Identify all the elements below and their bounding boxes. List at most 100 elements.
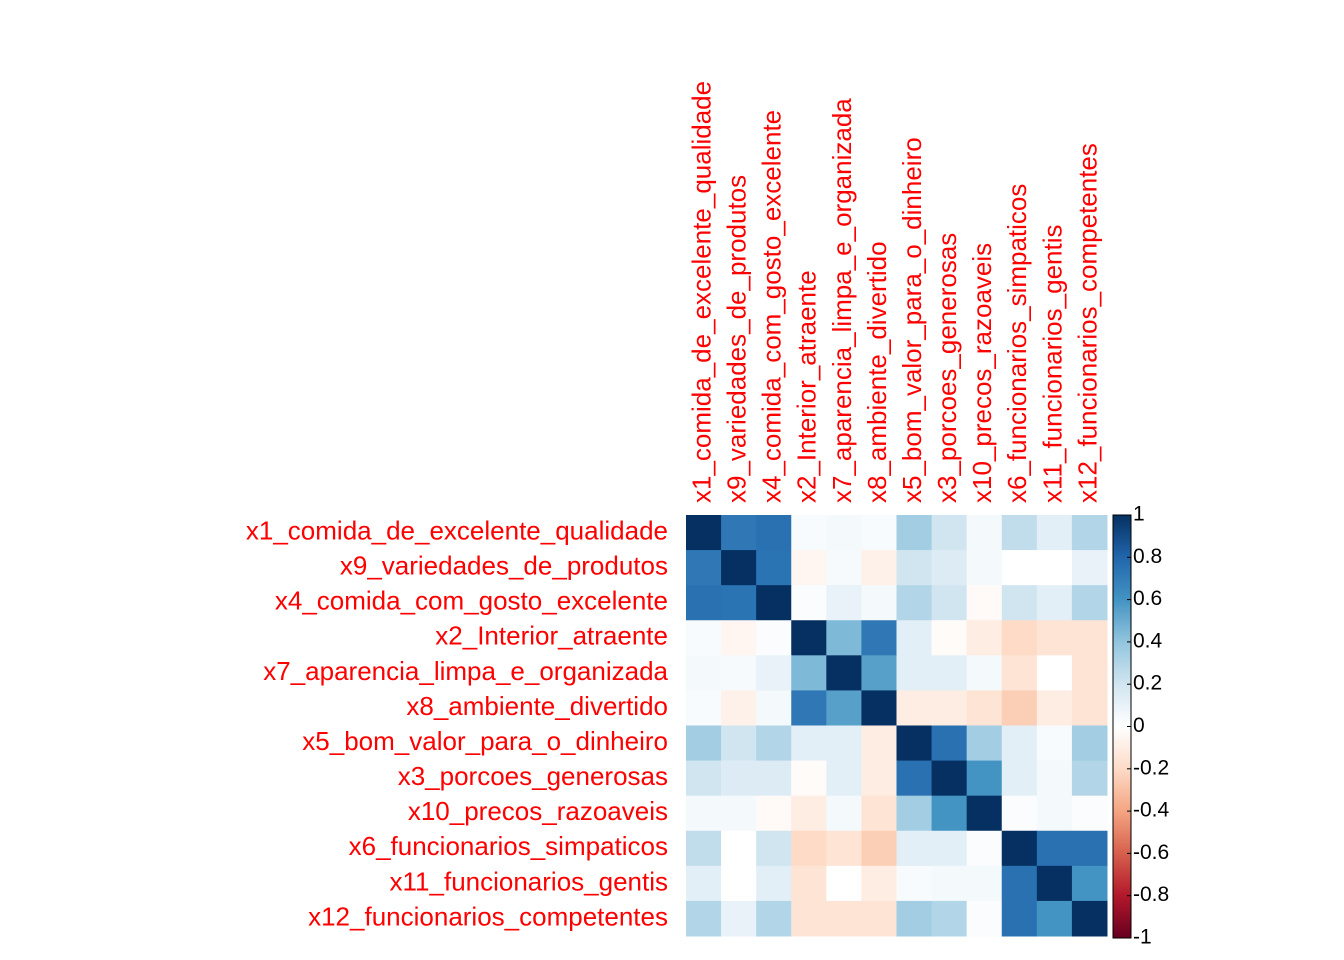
heatmap-cell: [756, 795, 792, 832]
heatmap-cell: [826, 620, 862, 656]
heatmap-cell: [896, 725, 933, 762]
heatmap-cell: [686, 760, 722, 797]
heatmap-cell: [826, 900, 862, 937]
heatmap-cell: [966, 865, 1003, 902]
heatmap-cell: [861, 900, 897, 937]
heatmap-cell: [1001, 760, 1038, 797]
heatmap-cell: [1001, 795, 1038, 832]
heatmap-cell: [721, 690, 757, 726]
heatmap-cell: [896, 865, 933, 902]
heatmap-cell: [791, 760, 827, 797]
row-label: x11_funcionarios_gentis: [390, 866, 668, 896]
heatmap-cell: [756, 550, 792, 586]
heatmap-cell: [931, 900, 968, 937]
heatmap-cell: [1001, 690, 1038, 726]
column-label: x3_porcoes_generosas: [932, 233, 962, 503]
heatmap-cell: [686, 655, 722, 691]
heatmap-cell: [896, 585, 933, 621]
heatmap-cell: [896, 655, 933, 691]
heatmap-cell: [966, 830, 1003, 867]
row-label: x1_comida_de_excelente_qualidade: [246, 515, 668, 545]
heatmap-cell: [1071, 725, 1108, 762]
heatmap-cell: [1036, 865, 1073, 902]
heatmap-cell: [931, 620, 968, 656]
heatmap-cell: [861, 795, 897, 832]
row-label: x10_precos_razoaveis: [408, 796, 668, 826]
heatmap-cell: [1036, 760, 1073, 797]
heatmap-cell: [1036, 830, 1073, 867]
color-bar-label: -0.4: [1133, 799, 1170, 822]
heatmap-cell: [1071, 865, 1108, 902]
color-bar-label: -1: [1133, 926, 1152, 949]
heatmap-cell: [721, 515, 757, 551]
heatmap-cell: [1001, 550, 1038, 586]
row-label: x2_Interior_atraente: [435, 621, 668, 651]
heatmap-cell: [791, 585, 827, 621]
heatmap-cell: [756, 725, 792, 762]
column-label: x8_ambiente_divertido: [862, 241, 892, 503]
heatmap-cell: [721, 900, 757, 937]
heatmap-cell: [1001, 620, 1038, 656]
row-label: x12_funcionarios_competentes: [308, 901, 668, 931]
heatmap-cell: [756, 620, 792, 656]
color-bar-label: 0.8: [1133, 545, 1162, 568]
heatmap-cell: [1071, 830, 1108, 867]
heatmap-cell: [1071, 515, 1108, 551]
heatmap-cell: [861, 585, 897, 621]
heatmap-cell: [896, 690, 933, 726]
heatmap-cell: [1036, 655, 1073, 691]
heatmap-cell: [721, 585, 757, 621]
heatmap-cell: [1036, 795, 1073, 832]
heatmap-cell: [826, 760, 862, 797]
heatmap-cell: [721, 550, 757, 586]
heatmap-cell: [721, 620, 757, 656]
heatmap-cell: [721, 795, 757, 832]
heatmap-cell: [1001, 655, 1038, 691]
column-label: x12_funcionarios_competentes: [1072, 143, 1102, 503]
heatmap-cell: [1036, 620, 1073, 656]
heatmap-cell: [756, 585, 792, 621]
heatmap-cell: [966, 760, 1003, 797]
column-label: x2_Interior_atraente: [792, 270, 822, 503]
heatmap-cell: [1036, 690, 1073, 726]
heatmap-cell: [1001, 900, 1038, 937]
heatmap-cell: [1001, 865, 1038, 902]
heatmap-cell: [721, 655, 757, 691]
heatmap-cell: [861, 655, 897, 691]
heatmap-cell: [686, 725, 722, 762]
heatmap-cell: [1071, 550, 1108, 586]
heatmap-cell: [966, 550, 1003, 586]
heatmap-cell: [826, 725, 862, 762]
heatmap-cell: [791, 725, 827, 762]
heatmap-cell: [896, 795, 933, 832]
heatmap-cell: [896, 830, 933, 867]
heatmap-cell: [791, 550, 827, 586]
heatmap-cell: [721, 865, 757, 902]
heatmap-cell: [966, 620, 1003, 656]
column-label: x11_funcionarios_gentis: [1037, 225, 1067, 503]
heatmap-cell: [756, 830, 792, 867]
color-bar-label: -0.6: [1133, 841, 1169, 864]
heatmap-cell: [756, 760, 792, 797]
heatmap-cell: [896, 550, 933, 586]
column-label: x7_aparencia_limpa_e_organizada: [827, 98, 857, 503]
color-bar-label: 0: [1133, 714, 1145, 737]
heatmap-cell: [896, 760, 933, 797]
heatmap-cell: [791, 900, 827, 937]
heatmap-cell: [1001, 515, 1038, 551]
heatmap-cell: [966, 900, 1003, 937]
heatmap-cell: [931, 795, 968, 832]
heatmap-cell: [721, 725, 757, 762]
column-label: x1_comida_de_excelente_qualidade: [686, 81, 716, 503]
heatmap-cell: [791, 795, 827, 832]
heatmap-cell: [791, 655, 827, 691]
heatmap-cell: [861, 515, 897, 551]
heatmap-cell: [721, 830, 757, 867]
row-label: x8_ambiente_divertido: [406, 691, 668, 721]
row-label: x9_variedades_de_produtos: [340, 551, 668, 581]
heatmap-cell: [1001, 585, 1038, 621]
row-label: x6_funcionarios_simpaticos: [349, 831, 668, 861]
heatmap-cell: [686, 690, 722, 726]
row-label: x3_porcoes_generosas: [398, 761, 668, 791]
heatmap-cell: [931, 515, 968, 551]
